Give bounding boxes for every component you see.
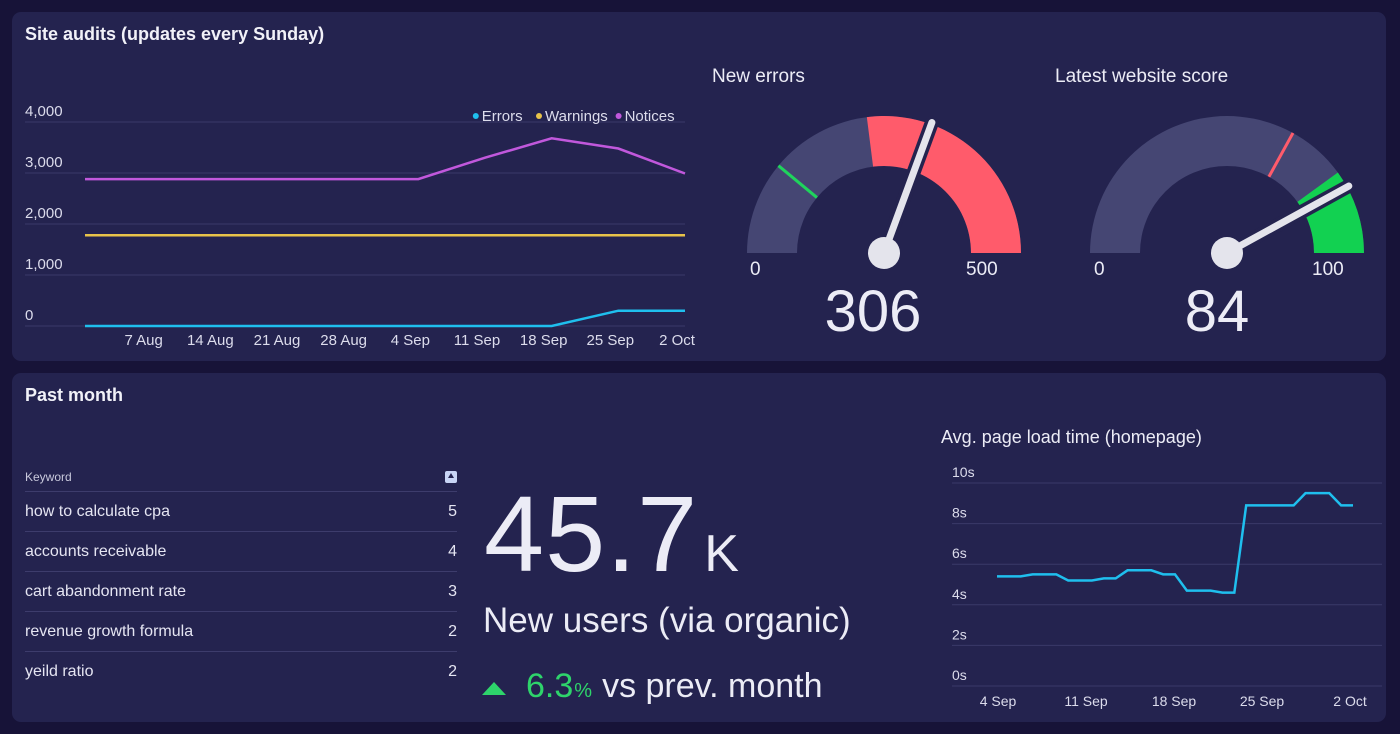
new-errors-title: New errors bbox=[712, 66, 805, 87]
x-tick-label: 4 Sep bbox=[391, 332, 430, 349]
keyword-value-cell: 3 bbox=[448, 582, 457, 600]
x-tick-label: 28 Aug bbox=[320, 332, 367, 349]
gauge-red-zone bbox=[866, 116, 1021, 253]
website-score-title: Latest website score bbox=[1055, 66, 1229, 87]
y-tick-label: 2s bbox=[952, 626, 967, 642]
x-tick-label: 2 Oct bbox=[659, 332, 696, 349]
keyword-cell: accounts receivable bbox=[25, 542, 167, 560]
x-tick-label: 14 Aug bbox=[187, 332, 234, 349]
new-errors-gauge bbox=[747, 115, 1021, 269]
x-tick-label: 2 Oct bbox=[1333, 693, 1367, 709]
y-tick-label: 3,000 bbox=[25, 154, 63, 171]
y-tick-label: 0 bbox=[25, 307, 33, 324]
keyword-cell: cart abandonment rate bbox=[25, 582, 186, 600]
x-tick-label: 25 Sep bbox=[587, 332, 635, 349]
legend-label-notices: Notices bbox=[625, 108, 675, 125]
gauge-track bbox=[1090, 116, 1364, 253]
series-line-notices bbox=[85, 137, 686, 181]
gauge-needle bbox=[1223, 182, 1353, 257]
website-score-value: 84 bbox=[1184, 279, 1250, 344]
y-tick-label: 10s bbox=[952, 464, 975, 480]
table-row: accounts receivable 4 bbox=[25, 532, 457, 572]
x-tick-label: 4 Sep bbox=[980, 693, 1017, 709]
trend-up-icon bbox=[482, 682, 506, 695]
website-score-min-label: 0 bbox=[1094, 259, 1105, 280]
site-audits-title: Site audits (updates every Sunday) bbox=[25, 24, 325, 44]
y-tick-label: 4,000 bbox=[25, 103, 63, 120]
change-percent-symbol: % bbox=[574, 680, 593, 702]
website-score-max-label: 100 bbox=[1312, 259, 1344, 280]
keyword-cell: yeild ratio bbox=[25, 662, 94, 680]
series-line-errors bbox=[85, 309, 685, 328]
load-time-title: Avg. page load time (homepage) bbox=[941, 427, 1202, 447]
change-comparison-text: vs prev. month bbox=[602, 667, 823, 705]
x-tick-label: 7 Aug bbox=[124, 332, 162, 349]
gauge-green-threshold bbox=[777, 164, 818, 199]
keyword-table: Keyword how to calculate cpa 5 accounts … bbox=[25, 463, 457, 691]
y-tick-label: 6s bbox=[952, 545, 967, 561]
keyword-value-cell: 2 bbox=[448, 622, 457, 640]
new-users-label: New users (via organic) bbox=[483, 601, 851, 640]
keyword-value-cell: 2 bbox=[448, 662, 457, 680]
x-tick-label: 25 Sep bbox=[1240, 693, 1285, 709]
new-errors-value: 306 bbox=[824, 279, 922, 344]
keyword-cell: how to calculate cpa bbox=[25, 502, 170, 520]
keyword-table-header: Keyword bbox=[25, 463, 457, 492]
load-time-chart: 10s 8s 6s 4s 2s 0s 4 Sep 11 Sep 18 Sep 25 Sep 2 Oc… bbox=[952, 464, 1382, 709]
x-tick-label: 11 Sep bbox=[454, 332, 500, 349]
change-value: 6.3 bbox=[526, 667, 574, 705]
legend-dot-notices bbox=[615, 113, 622, 119]
past-month-panel: Past month Keyword how to calculate cpa … bbox=[12, 373, 1386, 722]
legend-label-errors: Errors bbox=[482, 108, 523, 125]
new-errors-min-label: 0 bbox=[750, 259, 761, 280]
keyword-value-cell: 4 bbox=[448, 542, 457, 560]
new-users-value: 45.7 bbox=[484, 473, 699, 594]
new-users-change: 6.3% vs prev. month bbox=[482, 667, 823, 706]
gauge-needle bbox=[880, 119, 936, 257]
sort-icon[interactable] bbox=[445, 471, 457, 483]
x-tick-label: 11 Sep bbox=[1064, 693, 1108, 709]
site-audits-chart: 4,000 3,000 2,000 1,000 0 7 Aug 14 Aug 21 Aug 28… bbox=[25, 103, 696, 349]
table-row: cart abandonment rate 3 bbox=[25, 572, 457, 612]
keyword-value-cell: 5 bbox=[448, 502, 457, 520]
new-users-unit: K bbox=[704, 525, 739, 583]
legend-dot-errors bbox=[472, 113, 479, 119]
gauge-red-threshold bbox=[1267, 132, 1295, 178]
table-row: yeild ratio 2 bbox=[25, 652, 457, 691]
x-tick-label: 21 Aug bbox=[254, 332, 301, 349]
y-tick-label: 0s bbox=[952, 667, 967, 683]
x-tick-label: 18 Sep bbox=[520, 332, 568, 349]
site-audits-panel: Site audits (updates every Sunday) 4,000… bbox=[12, 12, 1386, 361]
load-time-line bbox=[997, 491, 1353, 594]
y-tick-label: 2,000 bbox=[25, 205, 63, 222]
gauge-needle-hub bbox=[1211, 237, 1243, 269]
table-row: revenue growth formula 2 bbox=[25, 612, 457, 652]
table-row: how to calculate cpa 5 bbox=[25, 492, 457, 532]
gauge-needle-hub bbox=[868, 237, 900, 269]
past-month-title: Past month bbox=[25, 385, 124, 405]
keyword-column-header: Keyword bbox=[25, 470, 72, 484]
keyword-cell: revenue growth formula bbox=[25, 622, 194, 640]
x-tick-label: 18 Sep bbox=[1152, 693, 1197, 709]
legend-label-warnings: Warnings bbox=[545, 108, 608, 125]
new-users-metric: 45.7 K bbox=[484, 471, 739, 596]
y-tick-label: 1,000 bbox=[25, 256, 63, 273]
website-score-gauge bbox=[1090, 116, 1364, 269]
y-tick-label: 4s bbox=[952, 586, 967, 602]
y-tick-label: 8s bbox=[952, 505, 967, 521]
legend-dot-warnings bbox=[536, 113, 542, 119]
new-errors-max-label: 500 bbox=[966, 259, 998, 280]
